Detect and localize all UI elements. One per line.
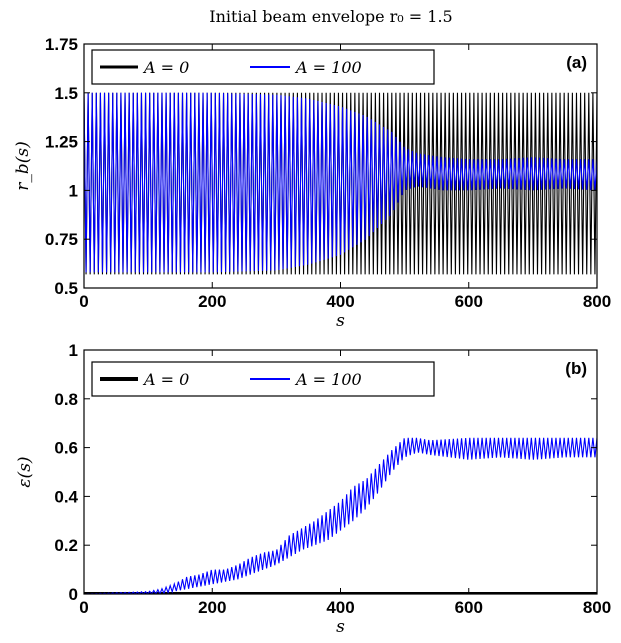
- legend-label-a0: A = 0: [142, 370, 189, 389]
- x-tick-label: 200: [198, 598, 226, 617]
- x-tick-label: 800: [583, 598, 611, 617]
- x-axis-label: s: [336, 311, 345, 331]
- x-tick-label: 200: [198, 292, 226, 311]
- y-tick-label: 1: [69, 341, 78, 360]
- y-tick-label: 0.6: [54, 439, 78, 458]
- y-tick-label: 0.5: [54, 279, 78, 298]
- y-tick-label: 0.8: [54, 390, 78, 409]
- legend-label-a100: A = 100: [294, 370, 362, 389]
- y-tick-label: 0.2: [54, 536, 78, 555]
- panel-label: (a): [566, 53, 587, 72]
- plot-area: [84, 437, 597, 594]
- y-tick-label: 0.4: [54, 487, 78, 506]
- series-line-a100: [84, 437, 597, 594]
- y-tick-label: 1.5: [54, 84, 78, 103]
- legend-label-a0: A = 0: [142, 58, 189, 77]
- y-tick-label: 0.75: [45, 230, 78, 249]
- x-tick-label: 800: [583, 292, 611, 311]
- legend-label-a100: A = 100: [294, 58, 362, 77]
- y-tick-label: 1: [69, 181, 78, 200]
- legend: A = 0 A = 100: [91, 361, 435, 397]
- x-tick-label: 0: [79, 598, 88, 617]
- figure-title: Initial beam envelope r₀ = 1.5: [209, 7, 452, 26]
- y-tick-label: 1.75: [45, 35, 78, 54]
- panel-label: (b): [565, 359, 587, 378]
- x-tick-label: 400: [326, 598, 354, 617]
- legend: A = 0 A = 100: [91, 49, 435, 85]
- x-tick-label: 600: [455, 292, 483, 311]
- plot-area: [84, 92, 597, 275]
- panel-b: 0 200 400 600 800 0 0.2 0.4 0.6 0.8 1 s ε(s) (b) A = 0…: [15, 341, 611, 637]
- y-axis-label: ε(s): [15, 456, 35, 487]
- y-axis-label: r_b(s): [13, 141, 33, 191]
- x-tick-label: 400: [326, 292, 354, 311]
- y-tick-label: 1.25: [45, 133, 78, 152]
- x-tick-label: 600: [455, 598, 483, 617]
- x-tick-label: 0: [79, 292, 88, 311]
- y-tick-label: 0: [69, 585, 78, 604]
- series-line-a100: [84, 92, 597, 273]
- panel-a: 0 200 400 600 800 0.5 0.75 1 1.25 1.5 1.75 s r_b(s) (…: [13, 35, 611, 331]
- x-axis-label: s: [336, 617, 345, 637]
